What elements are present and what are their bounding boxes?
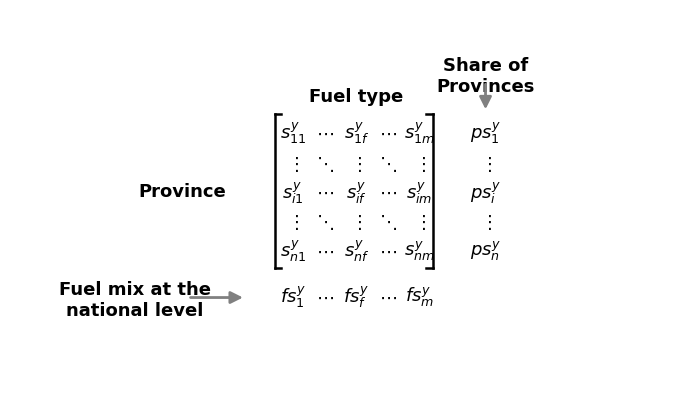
Text: Fuel mix at the
national level: Fuel mix at the national level — [59, 281, 211, 320]
Text: $\vdots$: $\vdots$ — [479, 213, 492, 232]
Text: $s_{nf}^{y}$: $s_{nf}^{y}$ — [343, 239, 369, 265]
Text: $\cdots$: $\cdots$ — [379, 289, 397, 306]
Text: $\ddots$: $\ddots$ — [316, 155, 334, 174]
Text: $\cdots$: $\cdots$ — [316, 184, 334, 202]
Text: $s_{1m}^{y}$: $s_{1m}^{y}$ — [404, 121, 435, 146]
Text: Fuel type: Fuel type — [309, 88, 403, 106]
Text: $\vdots$: $\vdots$ — [350, 155, 362, 174]
Text: $s_{i1}^{y}$: $s_{i1}^{y}$ — [282, 180, 304, 206]
Text: $ps_{1}^{y}$: $ps_{1}^{y}$ — [470, 121, 501, 146]
Text: $s_{n1}^{y}$: $s_{n1}^{y}$ — [280, 239, 306, 264]
Text: $s_{if}^{y}$: $s_{if}^{y}$ — [346, 180, 367, 206]
Text: $\vdots$: $\vdots$ — [287, 213, 299, 232]
Text: $\vdots$: $\vdots$ — [413, 155, 426, 174]
Text: $\ddots$: $\ddots$ — [379, 155, 397, 174]
Text: $\cdots$: $\cdots$ — [379, 242, 397, 261]
Text: $\vdots$: $\vdots$ — [479, 155, 492, 174]
Text: $ps_{i}^{y}$: $ps_{i}^{y}$ — [470, 180, 501, 206]
Text: Province: Province — [139, 183, 226, 201]
Text: $fs_{1}^{y}$: $fs_{1}^{y}$ — [280, 285, 306, 310]
Text: Share of
Provinces: Share of Provinces — [437, 57, 534, 96]
Text: $ps_{n}^{y}$: $ps_{n}^{y}$ — [470, 240, 501, 263]
Text: $\vdots$: $\vdots$ — [287, 155, 299, 174]
Text: $\cdots$: $\cdots$ — [316, 242, 334, 261]
Text: $\ddots$: $\ddots$ — [379, 213, 397, 232]
Text: $s_{nm}^{y}$: $s_{nm}^{y}$ — [404, 240, 435, 263]
Text: $\ddots$: $\ddots$ — [316, 213, 334, 232]
Text: $\vdots$: $\vdots$ — [413, 213, 426, 232]
Text: $fs_{m}^{y}$: $fs_{m}^{y}$ — [405, 286, 435, 309]
Text: $\cdots$: $\cdots$ — [316, 125, 334, 142]
Text: $\cdots$: $\cdots$ — [379, 184, 397, 202]
Text: $s_{11}^{y}$: $s_{11}^{y}$ — [280, 121, 306, 146]
Text: $\vdots$: $\vdots$ — [350, 213, 362, 232]
Text: $\cdots$: $\cdots$ — [316, 289, 334, 306]
Text: $fs_{f}^{y}$: $fs_{f}^{y}$ — [343, 285, 369, 310]
Text: $s_{1f}^{y}$: $s_{1f}^{y}$ — [343, 121, 369, 146]
Text: $s_{im}^{y}$: $s_{im}^{y}$ — [407, 180, 432, 206]
Text: $\cdots$: $\cdots$ — [379, 125, 397, 142]
